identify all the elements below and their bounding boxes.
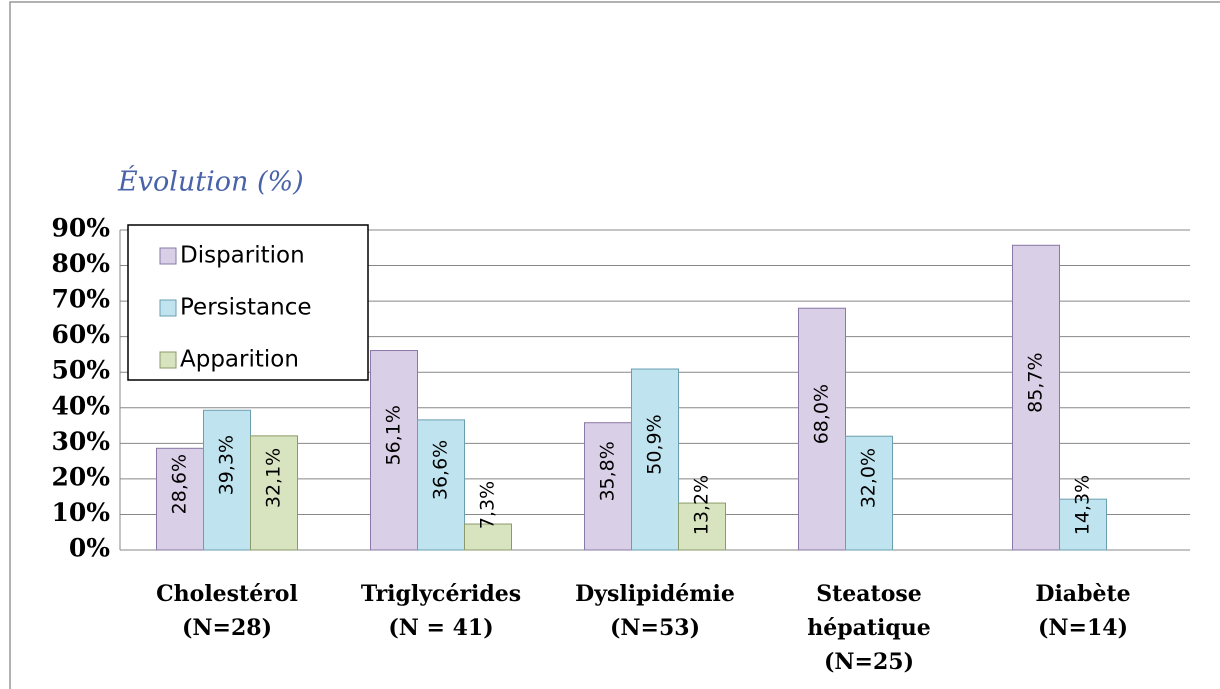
- bar: [1012, 244, 1060, 551]
- value-label: 68,0%: [811, 384, 833, 444]
- bar: [1059, 498, 1107, 551]
- y-tick-label: 80%: [51, 249, 110, 278]
- bar: [678, 502, 726, 551]
- legend-swatch: [159, 247, 177, 265]
- value-label: 32,0%: [858, 448, 880, 508]
- value-label: 13,2%: [691, 475, 713, 535]
- y-tick-label: 40%: [51, 391, 110, 420]
- y-tick-label: 70%: [51, 285, 110, 314]
- x-tick-label: Steatose: [816, 581, 922, 607]
- value-label: 28,6%: [169, 454, 191, 514]
- y-tick-label: 60%: [51, 320, 110, 349]
- bar: [370, 350, 418, 551]
- x-tick-label: Triglycérides: [361, 581, 521, 607]
- bar: [417, 419, 465, 551]
- value-label: 39,3%: [216, 435, 238, 495]
- bar: [203, 409, 251, 551]
- value-label: 14,3%: [1072, 475, 1094, 535]
- legend-label: Persistance: [180, 295, 312, 321]
- x-tick-label: (N=53): [610, 615, 700, 641]
- value-label: 32,1%: [263, 448, 285, 508]
- legend-label: Apparition: [180, 347, 299, 373]
- x-tick-label: (N=14): [1038, 615, 1128, 641]
- legend-swatch: [159, 299, 177, 317]
- value-label: 35,8%: [597, 441, 619, 501]
- x-tick-label: (N=28): [182, 615, 272, 641]
- y-tick-label: 0%: [69, 534, 110, 563]
- frame: [9, 1, 1220, 689]
- legend-label: Disparition: [180, 243, 305, 269]
- value-label: 56,1%: [383, 405, 405, 465]
- y-tick-label: 50%: [51, 356, 110, 385]
- x-tick-label: hépatique: [807, 615, 931, 641]
- y-tick-label: 10%: [51, 498, 110, 527]
- bar: [464, 523, 512, 551]
- value-label: 85,7%: [1025, 352, 1047, 412]
- bar: [250, 435, 298, 551]
- y-tick-label: 20%: [51, 462, 110, 491]
- x-tick-label: (N = 41): [388, 615, 493, 641]
- value-label: 36,6%: [430, 440, 452, 500]
- bar: [845, 435, 893, 551]
- bar: [631, 368, 679, 551]
- legend-swatch: [159, 351, 177, 369]
- x-tick-label: Diabète: [1035, 581, 1130, 607]
- value-label: 7,3%: [477, 481, 499, 529]
- x-tick-label: Cholestérol: [156, 581, 298, 607]
- x-tick-label: Dyslipidémie: [575, 581, 735, 607]
- value-label: 50,9%: [644, 414, 666, 474]
- x-tick-label: (N=25): [824, 649, 914, 675]
- axis-title: Évolution (%): [117, 165, 304, 198]
- y-tick-label: 90%: [51, 214, 110, 243]
- y-tick-label: 30%: [51, 427, 110, 456]
- bar: [156, 447, 204, 551]
- bar: [584, 422, 632, 551]
- bar: [798, 307, 846, 551]
